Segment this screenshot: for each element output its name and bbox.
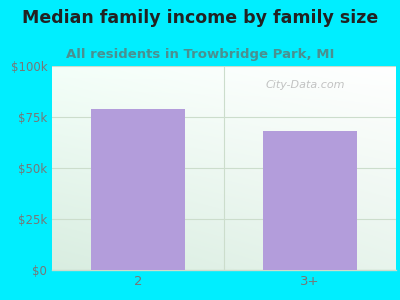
Text: Median family income by family size: Median family income by family size	[22, 9, 378, 27]
Text: City-Data.com: City-Data.com	[265, 80, 345, 90]
Bar	[91, 109, 185, 270]
Bar	[263, 131, 357, 270]
Text: All residents in Trowbridge Park, MI: All residents in Trowbridge Park, MI	[66, 48, 334, 61]
